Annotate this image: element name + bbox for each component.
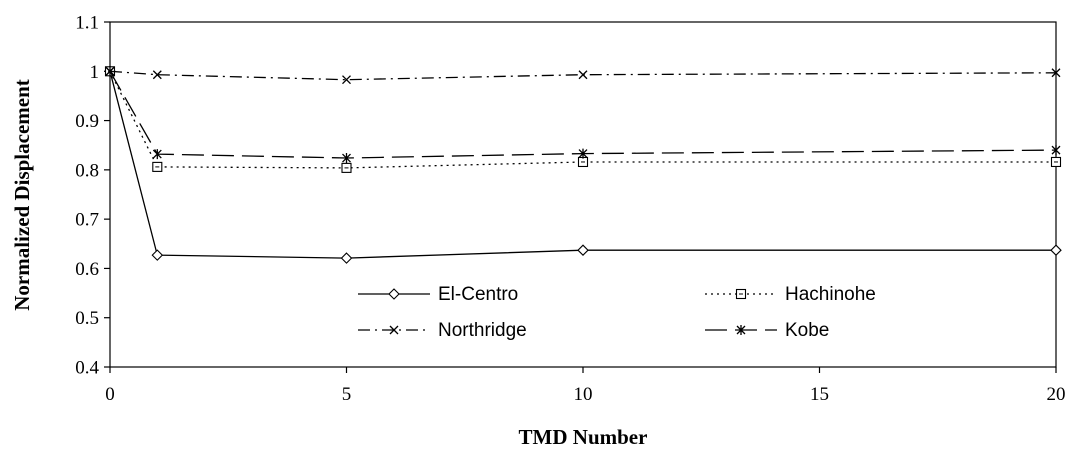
y-tick-label: 0.7	[75, 210, 99, 231]
y-tick-label: 0.4	[75, 358, 99, 379]
y-tick-label: 0.6	[75, 259, 99, 280]
x-tick-label: 20	[1047, 384, 1066, 405]
legend-marker-kobe	[736, 325, 746, 335]
data-point-northridge	[578, 70, 588, 80]
series-line-northridge	[109, 70, 1057, 81]
data-point-el-centro	[577, 244, 589, 256]
y-tick-label: 1	[90, 62, 100, 83]
series-line-kobe	[109, 70, 1057, 159]
y-tick-label: 0.5	[75, 308, 99, 329]
data-point-hachinohe	[341, 162, 352, 173]
data-point-kobe	[152, 149, 162, 160]
y-tick-label: 0.9	[75, 111, 99, 132]
legend-label-hachinohe: Hachinohe	[785, 284, 876, 305]
data-point-kobe	[578, 148, 588, 159]
data-point-hachinohe	[1050, 156, 1062, 168]
plot-area-border	[109, 21, 1057, 368]
series-el-centro	[104, 65, 1062, 264]
legend-marker-hachinohe	[735, 288, 747, 300]
y-axis: 0.4 0.5 0.6 0.7 0.8 0.9 1 1.1	[75, 13, 110, 379]
data-point-kobe	[105, 66, 115, 77]
series-kobe	[105, 66, 1061, 164]
x-axis-title: TMD Number	[519, 425, 648, 449]
legend-marker-el-centro	[388, 288, 400, 300]
legend-label-el-centro: El-Centro	[438, 284, 518, 305]
data-point-northridge	[342, 75, 351, 85]
x-tick-label: 15	[810, 384, 829, 405]
data-point-hachinohe	[152, 161, 163, 172]
x-axis: 0 5 10 15 20	[105, 367, 1066, 405]
data-point-kobe	[1051, 145, 1061, 156]
series-northridge	[105, 66, 1061, 85]
legend-item-el-centro: El-Centro	[358, 284, 518, 305]
data-point-northridge	[1051, 68, 1061, 78]
y-tick-label: 1.1	[75, 13, 99, 34]
data-point-el-centro	[1050, 244, 1062, 256]
legend-label-kobe: Kobe	[785, 320, 829, 341]
x-tick-label: 10	[574, 384, 593, 405]
legend-item-northridge: Northridge	[358, 320, 527, 341]
legend: El-Centro Hachinohe Northridge Kobe	[358, 284, 876, 341]
x-tick-label: 5	[342, 384, 352, 405]
data-point-el-centro	[340, 252, 353, 264]
legend-marker-northridge	[389, 325, 399, 335]
plot-frame	[109, 21, 1057, 368]
data-point-northridge	[152, 70, 162, 80]
y-tick-label: 0.8	[75, 160, 99, 181]
series-layer	[104, 65, 1062, 264]
data-point-hachinohe	[577, 156, 589, 168]
data-point-kobe	[342, 153, 351, 164]
y-axis-title: Normalized Displacement	[10, 79, 34, 311]
legend-label-northridge: Northridge	[438, 320, 527, 341]
data-point-el-centro	[151, 249, 164, 261]
x-tick-label: 0	[105, 384, 115, 405]
legend-item-kobe: Kobe	[705, 320, 829, 341]
legend-item-hachinohe: Hachinohe	[705, 284, 876, 305]
